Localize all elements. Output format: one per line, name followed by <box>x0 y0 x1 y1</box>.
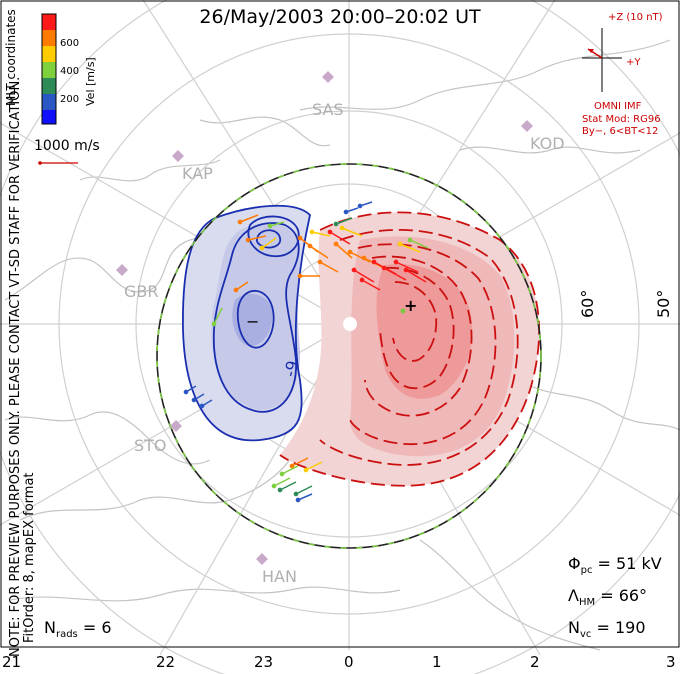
coastlines <box>4 39 680 651</box>
site-gbr: GBR <box>124 282 159 301</box>
cross-polar-cap-potential: Φpc = 51 kV <box>568 554 662 576</box>
colorbar-label: Vel [m/s] <box>84 57 97 106</box>
coordinate-label: MLT coordinates <box>4 9 18 106</box>
phi-sub: pc <box>580 565 593 577</box>
phi-value: = 51 kV <box>597 554 662 573</box>
nvc-value: = 190 <box>596 618 646 637</box>
latitude-label-60: 60° <box>578 289 597 318</box>
potential-extrema <box>400 308 406 314</box>
colorbar-tick-600: 600 <box>60 38 80 49</box>
mlt-label-3: 3 <box>666 653 676 671</box>
preview-note: NOTE: FOR PREVIEW PURPOSES ONLY. PLEASE … <box>8 76 23 657</box>
dawn-maximum-marker: + <box>404 296 418 315</box>
vector-count: Nvc = 190 <box>568 618 646 640</box>
reference-vector <box>38 161 78 165</box>
mlt-label-0: 0 <box>344 653 354 671</box>
mlt-label-2: 2 <box>530 653 540 671</box>
hm-latitude: ΛHM = 66° <box>568 586 647 608</box>
phi-symbol: Φ <box>568 554 581 573</box>
latitude-label-50: 50° <box>654 289 673 318</box>
nrads-symbol: N <box>44 618 56 637</box>
site-kap: KAP <box>182 164 213 183</box>
site-markers <box>116 71 533 565</box>
positive-contours <box>279 211 540 487</box>
fit-order-note: FitOrder: 8, mapEX format <box>22 472 37 643</box>
lambda-sub: HM <box>578 597 596 609</box>
site-han: HAN <box>262 567 297 586</box>
nvc-symbol: N <box>568 618 580 637</box>
imf-y-label: +Y <box>626 57 641 68</box>
radar-count: Nrads = 6 <box>44 618 112 640</box>
site-sto: STO <box>134 436 167 455</box>
nrads-value: = 6 <box>82 618 112 637</box>
imf-model: Stat Mod: RG96 <box>582 114 661 125</box>
velocity-colorbar <box>41 13 57 125</box>
mlt-label-22: 22 <box>156 653 176 671</box>
lambda-value: = 66° <box>600 586 648 605</box>
mlt-label-21: 21 <box>2 653 22 671</box>
site-kod: KOD <box>530 134 565 153</box>
lambda-symbol: Λ <box>568 586 579 605</box>
colorbar-tick-200: 200 <box>60 94 80 105</box>
magnetic-pole-marker <box>343 317 357 331</box>
mlt-label-1: 1 <box>432 653 442 671</box>
reference-vector-label: 1000 m/s <box>34 138 100 154</box>
hm-boundary-dash <box>156 163 542 549</box>
imf-z-label: +Z (10 nT) <box>608 12 663 23</box>
site-sas: SAS <box>312 100 344 119</box>
potential-fill <box>182 205 540 486</box>
velocity-vectors <box>183 201 429 503</box>
nrads-sub: rads <box>55 629 78 641</box>
imf-source: OMNI IMF <box>594 101 642 112</box>
colorbar-tick-400: 400 <box>60 66 80 77</box>
mlt-label-23: 23 <box>254 653 274 671</box>
imf-condition: By−, 6<BT<12 <box>582 126 659 137</box>
nvc-sub: vc <box>579 629 592 641</box>
dusk-minimum-marker: − <box>246 312 260 331</box>
plot-frame <box>0 0 680 648</box>
imf-clock <box>582 28 622 92</box>
negative-contours <box>182 204 311 442</box>
page-title: 26/May/2003 20:00–20:02 UT <box>199 6 481 28</box>
